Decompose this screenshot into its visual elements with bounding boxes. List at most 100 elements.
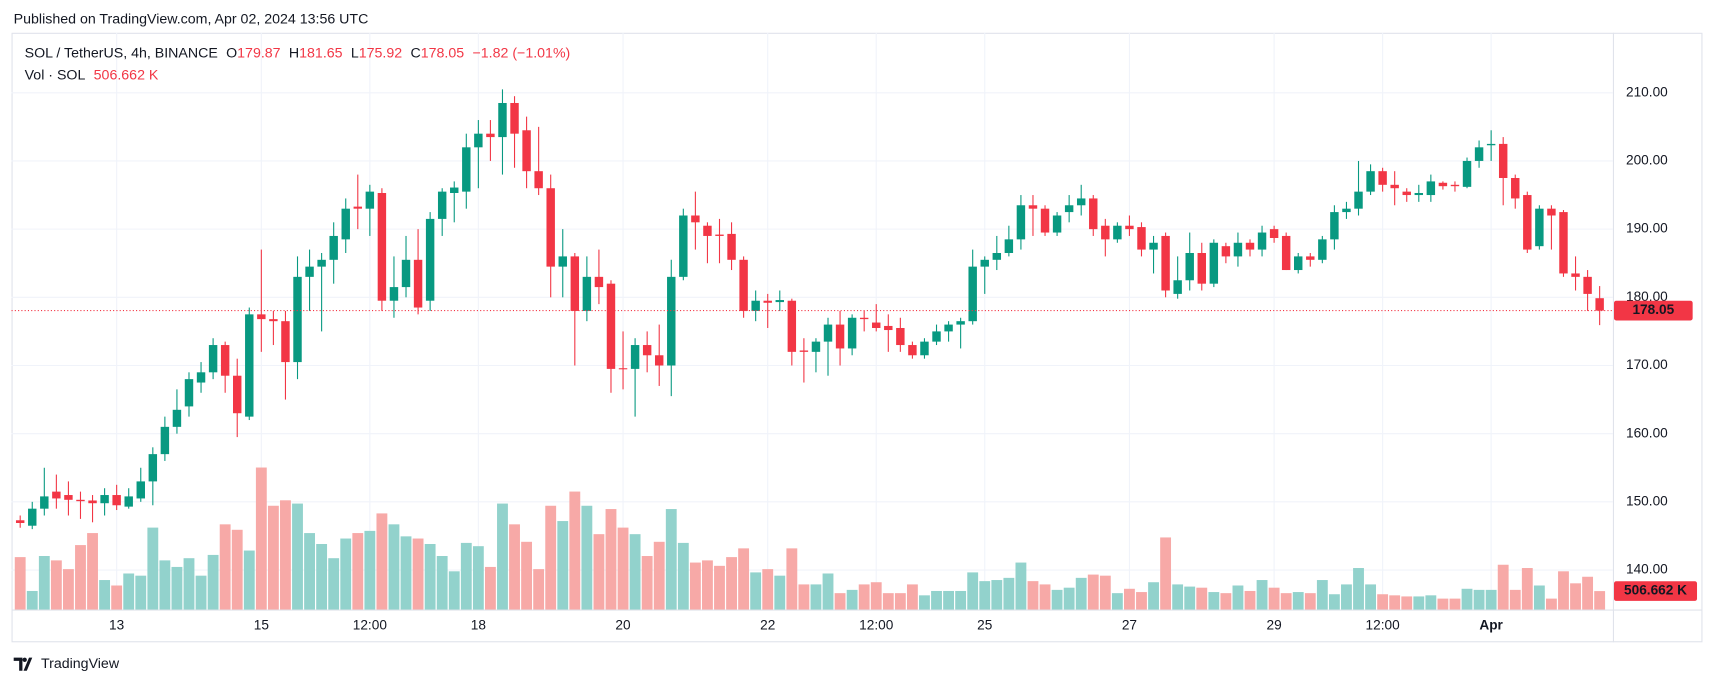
candle-body xyxy=(1595,298,1604,311)
candle-body xyxy=(667,276,676,366)
volume-value: 506.662 K xyxy=(94,67,159,83)
candle-body xyxy=(1089,198,1098,230)
volume-bar xyxy=(424,543,436,610)
candle-body xyxy=(787,300,797,352)
candle-body xyxy=(823,324,833,342)
volume-bar xyxy=(50,560,62,610)
y-tick-label: 150.00 xyxy=(1626,493,1668,508)
candle-body xyxy=(534,171,543,189)
candle-body xyxy=(1028,205,1038,209)
candle-body xyxy=(908,345,917,356)
ohlc-value: 181.65 xyxy=(299,45,343,61)
volume-bar xyxy=(1365,584,1376,610)
volume-bar xyxy=(1594,591,1606,610)
candle-body xyxy=(859,317,869,320)
volume-bar xyxy=(38,556,50,610)
volume-bar xyxy=(388,524,400,610)
candle-body xyxy=(1535,208,1544,247)
candle-body xyxy=(64,495,73,500)
candles xyxy=(15,89,1604,530)
candle-body xyxy=(739,259,748,311)
volume-bar xyxy=(979,581,991,610)
volume-bar xyxy=(280,500,291,610)
ohlc-value: 178.05 xyxy=(421,45,465,61)
candle-body xyxy=(1486,143,1496,146)
candle-body xyxy=(1523,195,1532,250)
candle-body xyxy=(401,259,411,288)
x-tick-label: 29 xyxy=(1267,618,1282,633)
volume-bar xyxy=(726,557,737,610)
published-note: Published on TradingView.com, Apr 02, 20… xyxy=(14,11,369,27)
volume-legend: Vol · SOL 506.662 K xyxy=(25,67,159,83)
candle-body xyxy=(269,319,278,322)
volume-bar xyxy=(1099,575,1111,610)
volume-bar xyxy=(460,542,472,610)
candle-body xyxy=(715,234,724,236)
volume-bar xyxy=(1087,574,1099,610)
volume-bar xyxy=(26,590,38,610)
candle-body xyxy=(172,409,182,427)
ohlc-label: H xyxy=(289,45,299,61)
candle-body xyxy=(257,314,266,320)
volume-bar xyxy=(1341,584,1352,610)
volume-bar xyxy=(231,529,243,610)
volume-bar xyxy=(1136,592,1147,610)
candle-body xyxy=(28,508,37,526)
candle-body xyxy=(208,345,218,373)
ohlc-value: 175.92 xyxy=(359,45,403,61)
candle-body xyxy=(1294,256,1303,271)
candle-body xyxy=(377,192,387,301)
volume-bars xyxy=(14,467,1606,610)
volume-bar xyxy=(1328,594,1340,610)
volume-bar xyxy=(1256,580,1268,610)
y-tick-label: 180.00 xyxy=(1626,289,1668,304)
candle-body xyxy=(88,500,97,504)
candle-body xyxy=(124,496,133,507)
volume-bar xyxy=(1280,593,1292,610)
x-tick-label: 12:00 xyxy=(859,618,894,633)
volume-bar xyxy=(316,543,328,610)
volume-bar xyxy=(1208,592,1220,610)
candle-body xyxy=(1378,171,1387,185)
symbol: SOL / TetherUS, 4h, BINANCE xyxy=(25,45,218,61)
candle-body xyxy=(546,188,555,267)
x-tick-label: 27 xyxy=(1122,618,1137,633)
candle-body xyxy=(425,218,435,301)
candle-body xyxy=(920,341,929,356)
volume-bar xyxy=(810,584,822,610)
candle-body xyxy=(884,325,893,331)
candle-body xyxy=(15,520,25,523)
volume-bar xyxy=(533,569,545,610)
volume-bar xyxy=(1353,568,1364,610)
volume-bar xyxy=(219,524,231,610)
chart-frame xyxy=(11,32,1703,643)
candle-body xyxy=(100,495,109,504)
candle-body xyxy=(727,233,736,260)
y-tick-label: 210.00 xyxy=(1626,84,1668,99)
volume-bar xyxy=(1196,587,1208,610)
footer-brand: TradingView xyxy=(41,656,120,672)
candle-body xyxy=(1559,212,1568,274)
candle-body xyxy=(1583,276,1592,294)
volume-bar xyxy=(1003,577,1015,610)
volume-bar xyxy=(1063,587,1075,610)
volume-bar xyxy=(436,556,448,610)
volume-bar xyxy=(304,533,315,610)
candle-body xyxy=(1571,273,1580,277)
candle-body xyxy=(1245,242,1255,250)
volume-bar xyxy=(171,566,183,610)
volume-bar xyxy=(1244,590,1256,610)
candle-body xyxy=(835,324,845,349)
candle-body xyxy=(751,300,760,311)
candle-body xyxy=(618,368,628,370)
candle-body xyxy=(1004,239,1014,253)
candle-body xyxy=(317,259,326,267)
volume-bar xyxy=(123,573,135,610)
volume-bar xyxy=(509,524,520,610)
x-tick-label: 22 xyxy=(760,618,775,633)
volume-bar xyxy=(1558,571,1569,610)
volume-bar xyxy=(689,562,701,610)
y-tick-label: 140.00 xyxy=(1626,562,1668,577)
volume-tag xyxy=(1614,581,1698,601)
candle-body xyxy=(474,133,483,148)
